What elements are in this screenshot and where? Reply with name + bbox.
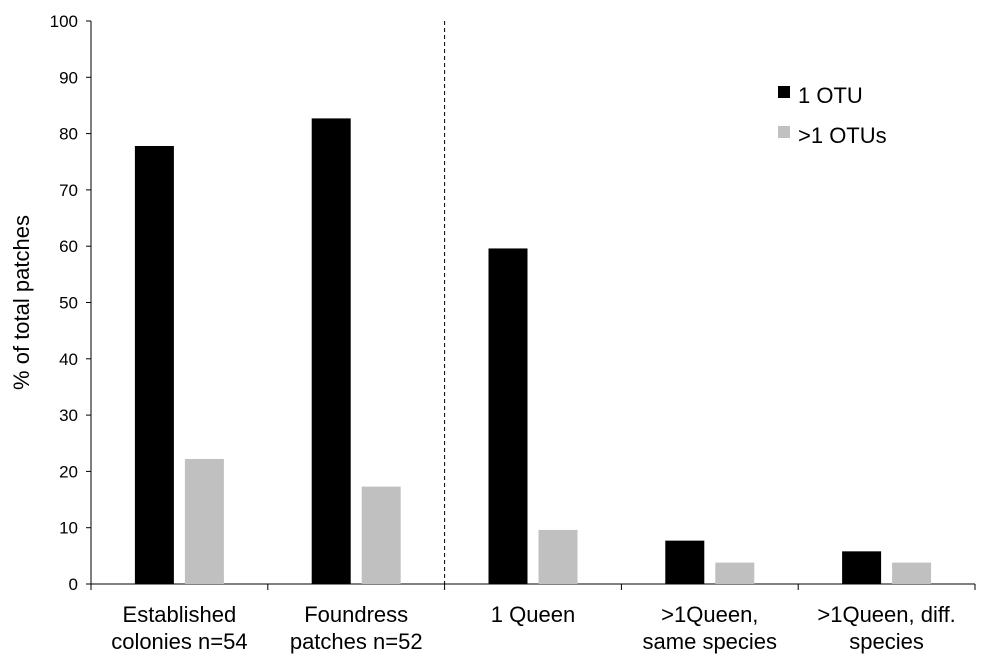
y-tick-label: 80 xyxy=(59,125,78,144)
bar-one-otu xyxy=(665,540,705,584)
legend-swatch xyxy=(778,86,790,98)
x-tick-label-line: 1 Queen xyxy=(491,602,575,627)
bar-one-otu xyxy=(842,551,882,584)
y-tick-label: 20 xyxy=(59,462,78,481)
x-tick-label: >1Queen, same species xyxy=(643,602,778,654)
bar-multi-otu xyxy=(892,562,932,584)
bar-one-otu xyxy=(311,118,351,585)
y-axis: 0 10 20 30 40 50 60 70 80 90 100 xyxy=(50,12,92,594)
y-tick-label: 0 xyxy=(69,575,78,594)
x-tick-label-line: >1Queen, xyxy=(661,602,758,627)
bar-multi-otu xyxy=(715,562,755,584)
y-tick-label: 40 xyxy=(59,350,78,369)
bar-multi-otu xyxy=(538,529,578,584)
x-tick-label: Established colonies n=54 xyxy=(111,602,247,654)
bars xyxy=(134,118,932,585)
bar-one-otu xyxy=(488,248,528,584)
bar-one-otu xyxy=(134,145,174,584)
x-tick-label-line: Established xyxy=(123,602,237,627)
x-tick-label-line: colonies n=54 xyxy=(111,629,247,654)
x-axis: Established colonies n=54 Foundress patches… xyxy=(90,583,976,654)
x-tick-label: Foundress patches n=52 xyxy=(290,602,423,654)
y-tick-label: 60 xyxy=(59,237,78,256)
y-tick-label: 30 xyxy=(59,406,78,425)
x-tick-label-line: species xyxy=(849,629,924,654)
bar-multi-otu xyxy=(184,459,224,584)
legend-swatch xyxy=(778,126,790,138)
y-tick-label: 10 xyxy=(59,519,78,538)
x-tick-label-line: patches n=52 xyxy=(290,629,423,654)
legend: 1 OTU >1 OTUs xyxy=(778,83,887,148)
y-tick-label: 50 xyxy=(59,294,78,313)
y-tick-label: 90 xyxy=(59,68,78,87)
x-tick-label-line: >1Queen, diff. xyxy=(817,602,955,627)
legend-label: >1 OTUs xyxy=(798,123,887,148)
y-tick-label: 100 xyxy=(50,12,78,31)
x-tick-label-line: Foundress xyxy=(304,602,408,627)
x-tick-label: >1Queen, diff. species xyxy=(817,602,955,654)
y-tick-label: 70 xyxy=(59,181,78,200)
legend-label: 1 OTU xyxy=(798,83,863,108)
bar-multi-otu xyxy=(361,486,401,584)
x-tick-label: 1 Queen xyxy=(491,602,575,627)
y-axis-label: % of total patches xyxy=(9,215,34,390)
x-tick-label-line: same species xyxy=(643,629,778,654)
